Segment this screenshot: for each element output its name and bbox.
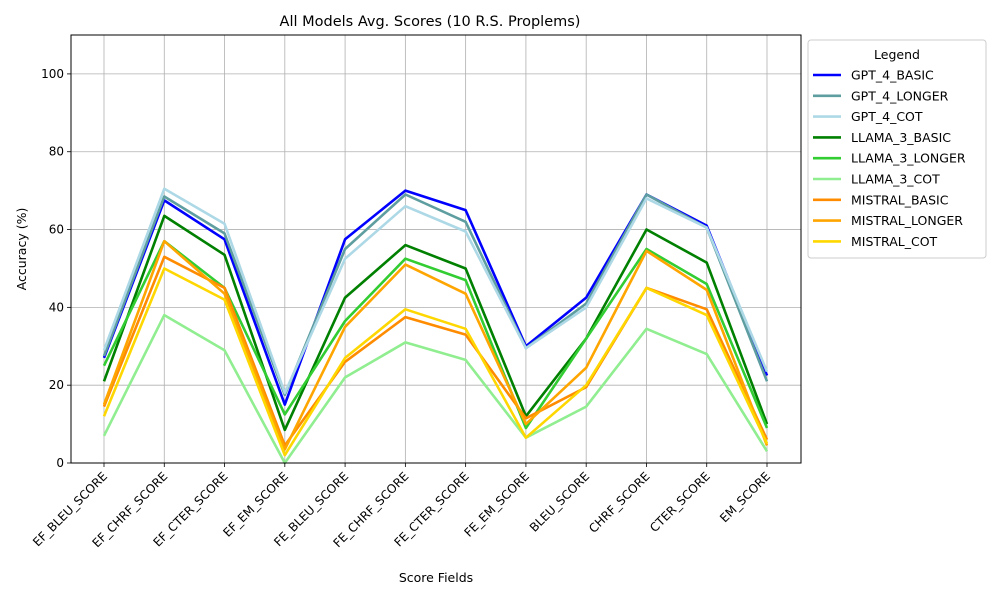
y-tick-label: 0 xyxy=(56,456,64,470)
legend-items: GPT_4_BASIC GPT_4_LONGER GPT_4_COT LLAMA_3_… xyxy=(813,68,966,249)
series-line-llama-3-longer xyxy=(102,239,769,430)
x-tick-label: EM_SCORE xyxy=(717,469,773,525)
legend: Legend GPT_4_BASIC GPT_4_LONGER GPT_4_COT L… xyxy=(807,39,987,259)
y-tick-label: 40 xyxy=(49,300,64,314)
chart-title: All Models Avg. Scores (10 R.S. Proplems… xyxy=(280,14,581,30)
grid-lines xyxy=(71,35,801,464)
series-line-llama-3-cot xyxy=(102,313,769,465)
y-tick-label: 100 xyxy=(41,67,64,81)
x-axis-ticks: EF_BLEU_SCOREEF_CHRF_SCOREEF_CTER_SCOREE… xyxy=(30,463,773,550)
legend-item: MISTRAL_COT xyxy=(813,234,938,249)
series-line-gpt-4-longer xyxy=(102,193,769,397)
legend-item: MISTRAL_LONGER xyxy=(813,213,963,228)
y-axis-ticks: 0 20 40 60 80 100 xyxy=(41,67,71,470)
legend-label: MISTRAL_BASIC xyxy=(851,192,949,207)
legend-title: Legend xyxy=(874,47,920,62)
legend-label: MISTRAL_COT xyxy=(851,234,938,249)
legend-item: GPT_4_BASIC xyxy=(813,68,934,83)
series-line-mistral-longer xyxy=(102,239,769,451)
legend-label: LLAMA_3_COT xyxy=(851,172,940,187)
legend-item: LLAMA_3_LONGER xyxy=(813,151,966,166)
series-line-llama-3-basic xyxy=(102,214,769,432)
legend-item: LLAMA_3_COT xyxy=(813,172,940,187)
x-tick-label: CTER_SCORE xyxy=(647,469,713,535)
y-axis-label: Accuracy (%) xyxy=(14,208,29,291)
legend-box xyxy=(807,39,987,259)
legend-label: GPT_4_BASIC xyxy=(851,68,934,83)
series-lines xyxy=(102,187,769,465)
y-tick-label: 60 xyxy=(49,223,64,237)
x-tick-label: FE_EM_SCORE xyxy=(461,469,532,540)
x-tick-label: CHRF_SCORE xyxy=(586,469,652,535)
x-axis-label: Score Fields xyxy=(399,570,473,585)
legend-label: GPT_4_LONGER xyxy=(851,88,949,103)
y-tick-label: 20 xyxy=(49,378,64,392)
legend-item: GPT_4_LONGER xyxy=(813,88,949,103)
legend-label: LLAMA_3_BASIC xyxy=(851,130,951,145)
legend-item: GPT_4_COT xyxy=(813,109,923,124)
legend-item: LLAMA_3_BASIC xyxy=(813,130,951,145)
legend-label: LLAMA_3_LONGER xyxy=(851,151,966,166)
legend-item: MISTRAL_BASIC xyxy=(813,192,949,207)
legend-label: GPT_4_COT xyxy=(851,109,923,124)
plot-frame xyxy=(70,34,802,464)
x-tick-label: BLEU_SCORE xyxy=(527,469,593,535)
legend-label: MISTRAL_LONGER xyxy=(851,213,963,228)
y-tick-label: 80 xyxy=(49,145,64,159)
series-line-gpt-4-cot xyxy=(102,187,769,395)
series-line-mistral-cot xyxy=(102,267,769,457)
